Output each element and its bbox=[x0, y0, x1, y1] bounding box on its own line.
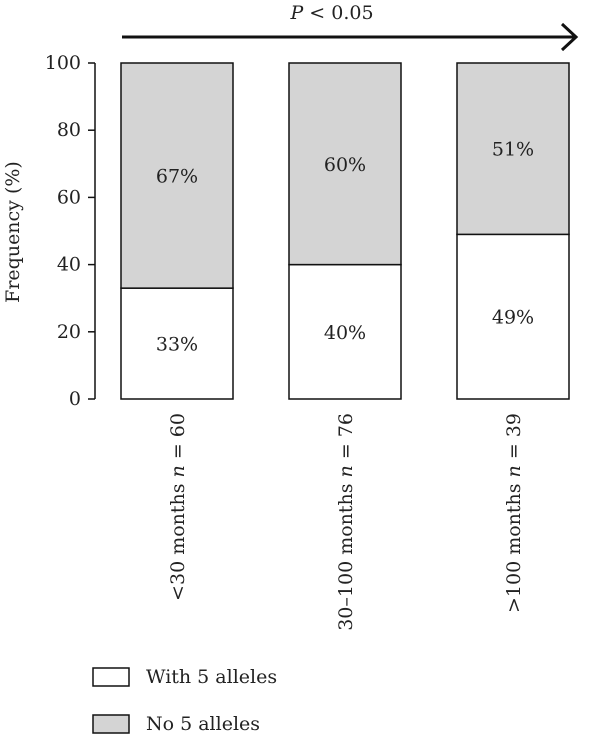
bar-no-5-alleles-0 bbox=[120, 62, 234, 289]
category-label-0: <30 months n = 60 bbox=[167, 413, 189, 601]
bar-no-5-alleles-2 bbox=[456, 62, 570, 236]
y-tick-label-40: 40 bbox=[57, 254, 81, 276]
y-axis-title: Frequency (%) bbox=[2, 161, 24, 303]
legend-swatch-no-5-alleles bbox=[92, 714, 130, 734]
data-label-with-5-alleles-0: 33% bbox=[156, 334, 198, 356]
data-label-no-5-alleles-2: 51% bbox=[492, 139, 534, 161]
bar-with-5-alleles-1 bbox=[288, 263, 402, 400]
bar-no-5-alleles-1 bbox=[288, 62, 402, 266]
data-label-no-5-alleles-0: 67% bbox=[156, 166, 198, 188]
significance-label: P < 0.05 bbox=[289, 2, 373, 24]
data-label-with-5-alleles-1: 40% bbox=[324, 322, 366, 344]
legend-swatch-with-5-alleles bbox=[92, 667, 130, 687]
significance-arrow-head bbox=[560, 22, 579, 52]
y-tick-label-60: 60 bbox=[57, 186, 81, 208]
bars: 33% 67% 40% 60% 49% 51% bbox=[120, 62, 570, 400]
legend: With 5 alleles No 5 alleles bbox=[92, 666, 277, 735]
legend-label-no-5-alleles: No 5 alleles bbox=[146, 713, 260, 735]
y-tick-label-0: 0 bbox=[69, 388, 81, 410]
category-labels: <30 months n = 60 30–100 months n = 76 >10… bbox=[167, 413, 525, 631]
y-tick-label-20: 20 bbox=[57, 321, 81, 343]
p-threshold: < 0.05 bbox=[303, 2, 373, 24]
legend-label-with-5-alleles: With 5 alleles bbox=[146, 666, 277, 688]
data-label-with-5-alleles-2: 49% bbox=[492, 307, 534, 329]
category-label-2: >100 months n = 39 bbox=[503, 413, 525, 613]
bar-with-5-alleles-2 bbox=[456, 233, 570, 400]
data-label-no-5-alleles-1: 60% bbox=[324, 154, 366, 176]
y-tick-label-80: 80 bbox=[57, 119, 81, 141]
significance-annotation: P < 0.05 bbox=[122, 2, 579, 52]
bar-with-5-alleles-0 bbox=[120, 287, 234, 400]
category-label-1: 30–100 months n = 76 bbox=[335, 413, 357, 631]
p-symbol: P bbox=[289, 2, 304, 24]
y-ticks: 0 20 40 60 80 100 bbox=[45, 52, 95, 410]
y-tick-label-100: 100 bbox=[45, 52, 81, 74]
